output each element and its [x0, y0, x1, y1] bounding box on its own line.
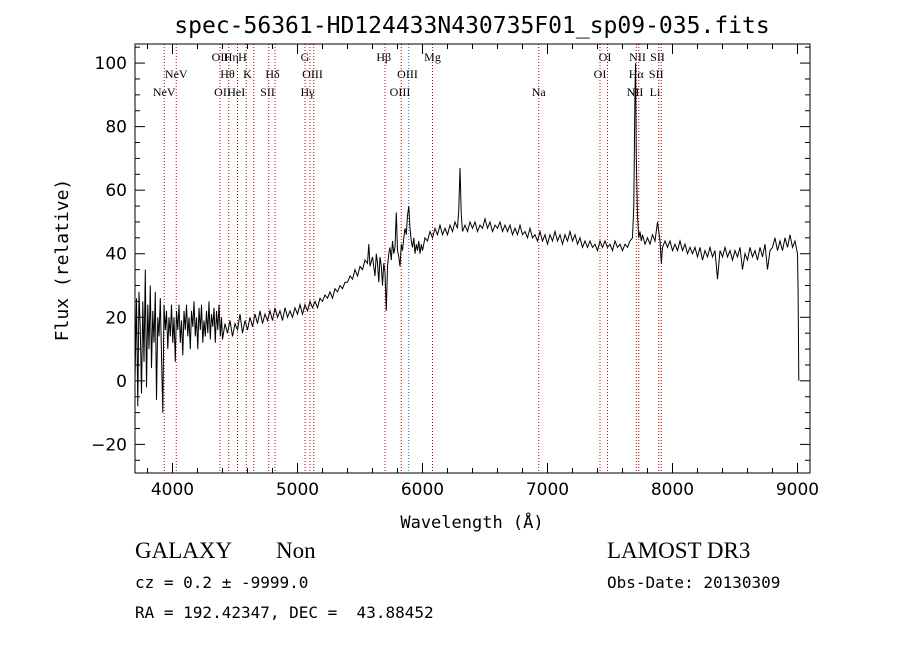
spectral-line-label: SII: [650, 50, 665, 64]
spectral-line-label: Hθ: [220, 67, 235, 81]
x-tick-label: 5000: [276, 480, 319, 500]
y-tick-label: −20: [91, 435, 127, 455]
spectral-line-label: Hη: [224, 50, 239, 64]
spectral-line-label: OIII: [390, 85, 411, 99]
x-tick-label: 8000: [651, 480, 694, 500]
coordinates-text: RA = 192.42347, DEC = 43.88452: [135, 603, 434, 622]
observation-date-text: Obs-Date: 20130309: [607, 573, 781, 592]
spectral-line-label: OII: [212, 50, 229, 64]
y-tick-label: 0: [116, 372, 127, 392]
spectral-line-label: Na: [532, 85, 547, 99]
spectral-line-label: SII: [649, 67, 664, 81]
y-tick-label: 40: [105, 245, 127, 265]
spectral-line-label: Hβ: [376, 50, 391, 64]
spectral-line-label: K: [243, 67, 252, 81]
spectrum-series: [134, 63, 800, 413]
y-axis-label: Flux (relative): [52, 179, 73, 342]
survey-label: LAMOST DR3: [607, 538, 751, 563]
x-tick-label: 9000: [776, 480, 819, 500]
spectral-line-label: Hγ: [301, 85, 316, 99]
spectral-line-label: OII: [214, 85, 231, 99]
spectral-line-markers: [163, 44, 662, 473]
spectral-line-label: Li: [650, 85, 661, 99]
spectrum-line: [134, 63, 800, 413]
object-class-label: GALAXY: [135, 538, 233, 563]
x-axis-label: Wavelength (Å): [400, 511, 543, 533]
y-tick-label: 80: [105, 118, 127, 138]
spectral-line-label: NeV: [165, 67, 188, 81]
spectral-line-label: NII: [629, 50, 646, 64]
x-tick-label: 6000: [401, 480, 444, 500]
spectral-line-label: SII: [260, 85, 275, 99]
spectral-line-label: Mg: [424, 50, 441, 64]
spectral-line-label: HeI: [227, 85, 245, 99]
spectral-line-label: OI: [599, 50, 612, 64]
spectral-line-label: OI: [594, 67, 607, 81]
redshift-text: cz = 0.2 ± -9999.0: [135, 573, 309, 592]
spectral-line-label: Hα: [629, 67, 645, 81]
y-axis-ticks: −20 0 20 40 60 80 100: [91, 46, 810, 461]
x-tick-label: 7000: [526, 480, 569, 500]
spectral-line-label: OIII: [302, 67, 323, 81]
spectral-line-label: H: [238, 50, 247, 64]
x-axis-ticks: 4000 5000 6000 7000 8000 9000: [147, 44, 819, 500]
x-tick-label: 4000: [151, 480, 194, 500]
plot-frame: [134, 43, 811, 474]
spectral-line-label: Hδ: [265, 67, 280, 81]
y-tick-label: 60: [105, 181, 127, 201]
y-tick-label: 20: [105, 308, 127, 328]
object-subclass-label: Non: [276, 538, 316, 563]
spectral-line-label: G: [301, 50, 310, 64]
y-tick-label: 100: [95, 54, 127, 74]
spectral-line-label: OIII: [397, 67, 418, 81]
chart-title: spec-56361-HD124433N430735F01_sp09-035.f…: [174, 13, 769, 39]
spectral-line-label: NeV: [153, 85, 176, 99]
